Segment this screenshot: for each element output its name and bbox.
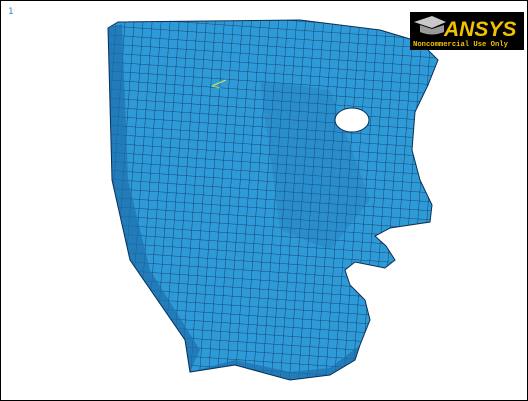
axis-triad [211,79,227,89]
logo-brand: ANSYS [443,18,516,41]
window-number: 1 [8,7,13,17]
ansys-logo: ANSYS Noncommercial Use Only [410,12,524,50]
logo-notice: Noncommercial Use Only [413,41,509,49]
eye-opening [334,107,370,133]
